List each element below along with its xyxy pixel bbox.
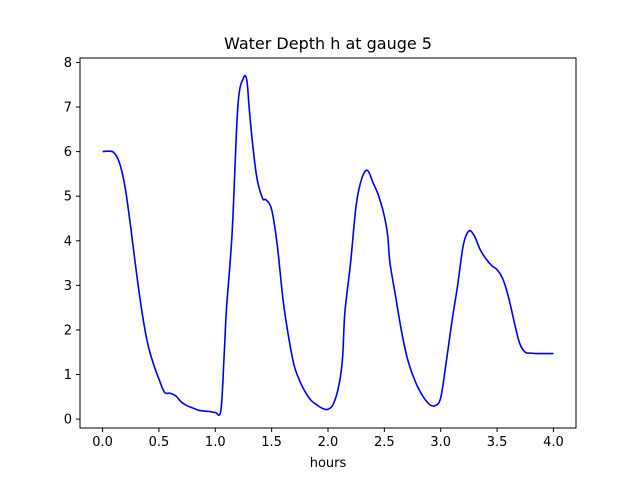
- x-tick-label: 4.0: [543, 435, 564, 450]
- y-tick-label: 4: [64, 234, 72, 249]
- series-line-0: [102, 74, 554, 417]
- y-axis: 0 1 2 3 4 5 6 7 8: [64, 56, 80, 428]
- x-tick-label: 3.0: [430, 435, 451, 450]
- y-tick-label: 0: [64, 413, 72, 428]
- y-tick-label: 1: [64, 368, 72, 383]
- plot-area: [102, 74, 554, 417]
- y-tick-label: 6: [64, 145, 72, 160]
- x-tick-label: 0.0: [92, 435, 113, 450]
- plot-frame: [79, 57, 577, 429]
- x-tick-label: 1.5: [261, 435, 282, 450]
- x-tick-label: 3.5: [487, 435, 508, 450]
- x-tick-label: 0.5: [149, 435, 170, 450]
- chart-title: Water Depth h at gauge 5: [224, 34, 432, 53]
- y-tick-label: 3: [64, 279, 72, 294]
- x-axis-label: hours: [310, 456, 347, 471]
- x-tick-label: 2.5: [374, 435, 395, 450]
- y-tick-label: 5: [64, 190, 72, 205]
- y-tick-label: 8: [64, 56, 72, 71]
- y-tick-label: 2: [64, 323, 72, 338]
- x-tick-label: 1.0: [205, 435, 226, 450]
- x-tick-label: 2.0: [318, 435, 339, 450]
- x-axis: 0.0 0.5 1.0 1.5 2.0 2.5 3.0 3.5 4.0: [92, 428, 564, 450]
- y-tick-label: 7: [64, 101, 72, 116]
